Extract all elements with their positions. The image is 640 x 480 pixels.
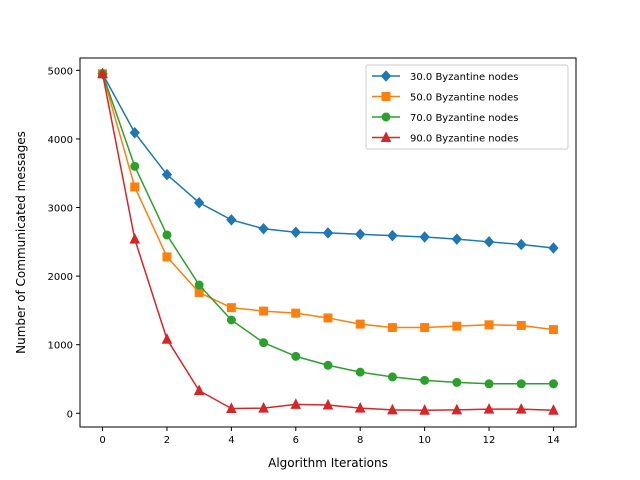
data-point	[129, 127, 140, 139]
axis-ticks: 0 2 4 6 8 10 12 14 0 1000 2000 3000 4000 5000	[48, 66, 560, 446]
data-point	[258, 223, 269, 235]
data-point	[290, 226, 301, 238]
data-point	[130, 182, 140, 192]
legend: 30.0 Byzantine nodes 50.0 Byzantine nodes…	[365, 64, 569, 150]
legend-box	[365, 64, 569, 150]
series-layer	[97, 67, 559, 415]
data-point	[226, 402, 237, 413]
legend-item: 30.0 Byzantine nodes	[372, 70, 518, 83]
data-point	[387, 229, 398, 242]
y-tick-label: 2000	[48, 272, 73, 283]
legend-marker	[380, 70, 392, 82]
x-tick-label: 4	[228, 435, 234, 446]
data-point	[548, 379, 558, 389]
data-point	[162, 252, 172, 262]
legend-label: 50.0 Byzantine nodes	[410, 93, 518, 104]
x-tick-label: 0	[99, 435, 105, 446]
data-point	[129, 232, 141, 244]
data-point	[484, 379, 494, 389]
legend-label: 70.0 Byzantine nodes	[410, 113, 518, 124]
data-point	[226, 315, 236, 325]
data-point	[161, 333, 173, 344]
series-4	[97, 67, 559, 415]
data-point	[355, 367, 365, 377]
y-tick-label: 0	[67, 409, 73, 420]
series-1	[97, 68, 559, 254]
data-point	[419, 404, 430, 415]
x-tick-label: 12	[483, 435, 496, 446]
data-point	[130, 161, 140, 171]
data-point	[323, 313, 333, 323]
x-tick-label: 6	[293, 435, 299, 446]
data-point	[451, 233, 463, 245]
data-point	[291, 351, 301, 361]
data-point	[354, 402, 366, 413]
legend-item: 70.0 Byzantine nodes	[372, 112, 518, 124]
data-point	[355, 319, 365, 329]
x-tick-label: 14	[547, 435, 560, 446]
data-point	[548, 325, 558, 335]
plot-frame	[79, 57, 577, 428]
y-tick-label: 1000	[48, 341, 73, 352]
data-point	[323, 360, 333, 370]
data-point	[97, 67, 108, 79]
legend-item: 90.0 Byzantine nodes	[372, 131, 518, 145]
y-tick-label: 4000	[48, 135, 73, 146]
data-point	[291, 308, 301, 318]
data-point	[548, 404, 559, 415]
series-2	[98, 69, 558, 335]
legend-marker	[381, 112, 391, 122]
y-tick-label: 5000	[48, 66, 73, 77]
data-point	[452, 377, 462, 387]
data-point	[387, 403, 398, 415]
data-point	[451, 403, 463, 415]
data-point	[516, 379, 526, 389]
legend-item: 50.0 Byzantine nodes	[372, 92, 518, 104]
data-point	[258, 402, 269, 413]
data-point	[161, 168, 173, 181]
x-tick-label: 8	[357, 435, 363, 446]
data-point	[452, 321, 462, 331]
legend-marker	[380, 131, 392, 142]
data-point	[226, 303, 236, 313]
x-tick-label: 2	[164, 435, 170, 446]
data-point	[420, 323, 430, 333]
data-point	[355, 228, 366, 241]
y-axis-label: Number of Communicated messages	[14, 131, 28, 354]
legend-label: 90.0 Byzantine nodes	[410, 134, 518, 145]
data-point	[290, 398, 302, 409]
data-point	[226, 214, 237, 226]
data-point	[419, 231, 430, 243]
data-point	[387, 323, 397, 333]
data-point	[193, 384, 205, 396]
data-point	[483, 403, 495, 414]
data-point	[322, 227, 334, 239]
y-tick-label: 3000	[48, 204, 73, 215]
data-point	[162, 230, 172, 240]
legend-marker	[381, 92, 391, 101]
data-point	[193, 196, 205, 209]
data-point	[194, 280, 204, 290]
x-tick-label: 10	[418, 435, 431, 446]
data-point	[387, 372, 397, 382]
data-point	[516, 320, 526, 330]
data-point	[548, 242, 559, 254]
data-point	[516, 238, 527, 251]
data-point	[194, 288, 204, 298]
data-point	[484, 320, 494, 330]
x-axis-label: Algorithm Iterations	[268, 456, 388, 470]
data-point	[259, 306, 269, 316]
data-point	[322, 398, 334, 410]
data-point	[483, 236, 495, 248]
data-point	[515, 403, 527, 414]
legend-label: 30.0 Byzantine nodes	[410, 72, 518, 83]
data-point	[259, 338, 269, 348]
data-point	[420, 375, 430, 385]
